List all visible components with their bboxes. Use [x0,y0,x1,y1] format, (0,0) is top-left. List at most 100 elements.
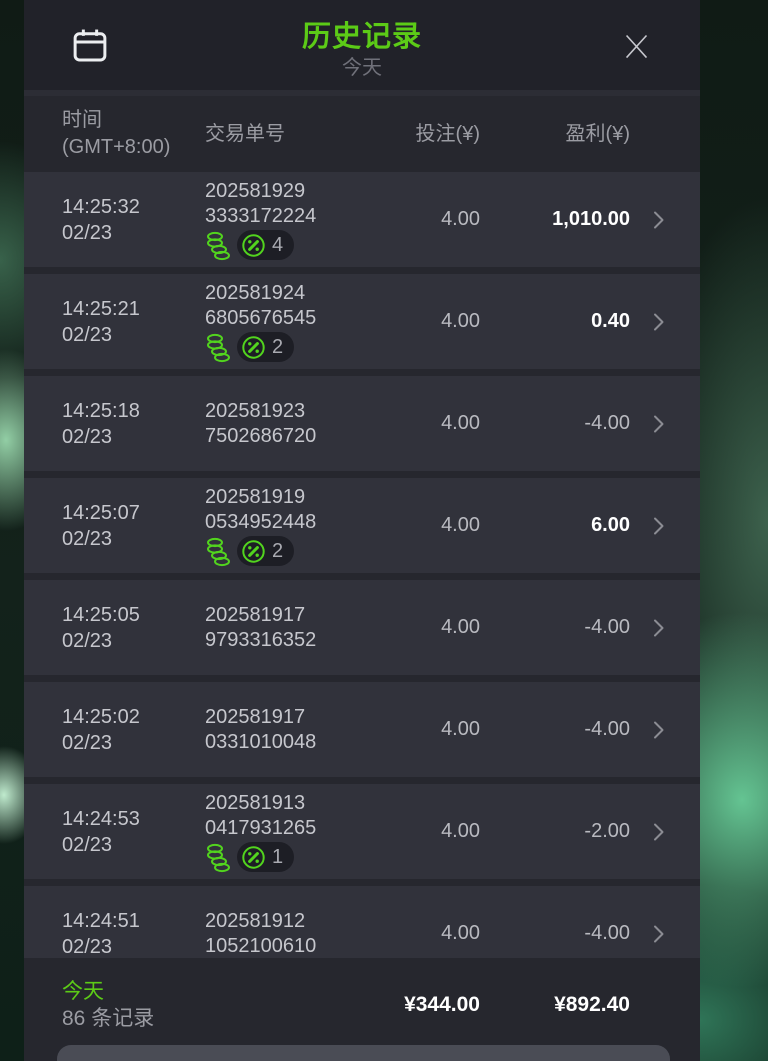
row-profit: 6.00 [591,514,630,536]
row-profit: 0.40 [591,310,630,332]
free-rounds-count: 1 [272,845,284,868]
chevron-right-icon [646,615,670,641]
row-date-value: 02/23 [62,731,113,754]
row-chevron[interactable] [630,615,670,641]
row-order-line1: 202581929 [205,179,306,202]
free-rounds-badge: 4 [237,230,295,260]
row-time: 14:24:51 02/23 [62,908,205,959]
free-rounds-badge: 2 [237,536,295,566]
row-bonus-icons: 2 [205,332,390,363]
row-time: 14:25:18 02/23 [62,398,205,450]
table-row[interactable]: 14:25:18 02/23 202581923 7502686720 [24,376,700,471]
row-bonus-icons: 2 [205,536,390,567]
table-row[interactable]: 14:24:53 02/23 202581913 0417931265 [24,784,700,879]
row-bet: 4.00 [441,412,480,434]
row-bet: 4.00 [441,514,480,536]
column-header-time: 时间 (GMT+8:00) [62,109,171,158]
table-header: 时间 (GMT+8:00) 交易单号 投注(¥) 盈利(¥) [24,96,700,172]
modal-header: 历史记录 今天 [24,0,700,90]
free-rounds-count: 2 [272,539,284,562]
row-date-value: 02/23 [62,527,113,550]
summary-footer: 今天 86 条记录 ¥344.00 ¥892.40 [24,958,700,1061]
row-time: 14:25:02 02/23 [62,704,205,756]
row-order: 202581913 0417931265 [205,791,390,873]
close-button[interactable] [614,24,658,68]
coins-icon [205,230,233,261]
table-row[interactable]: 14:25:07 02/23 202581919 0534952448 [24,478,700,573]
row-time: 14:25:07 02/23 [62,500,205,552]
row-profit: -4.00 [584,718,630,740]
column-header-order: 交易单号 [205,122,285,145]
page-title: 历史记录 [301,21,422,53]
row-profit: 1,010.00 [552,208,630,230]
chevron-right-icon [646,717,670,743]
row-date-value: 02/23 [62,629,113,652]
row-profit: -4.00 [584,412,630,434]
free-rounds-count: 2 [272,335,284,358]
calendar-icon [69,25,111,67]
row-order-line1: 202581917 [205,603,306,626]
close-icon [615,25,657,67]
chevron-right-icon [646,513,670,539]
row-order-line2: 0417931265 [205,816,317,839]
table-row[interactable]: 14:25:32 02/23 202581929 3333172224 [24,172,700,267]
row-time: 14:25:32 02/23 [62,194,205,246]
row-bet: 4.00 [441,208,480,230]
free-spin-icon [240,844,267,871]
row-order-line2: 6805676545 [205,306,317,329]
row-order-line2: 0534952448 [205,510,317,533]
chevron-right-icon [646,411,670,437]
chevron-right-icon [646,207,670,233]
row-chevron[interactable] [630,819,670,845]
row-order-line2: 1052100610 [205,934,317,957]
row-order-line1: 202581913 [205,791,306,814]
row-bonus-icons: 1 [205,842,390,873]
row-time: 14:25:05 02/23 [62,602,205,654]
calendar-button[interactable] [68,24,112,68]
row-chevron[interactable] [630,411,670,437]
row-order-line2: 7502686720 [205,424,317,447]
row-chevron[interactable] [630,717,670,743]
row-order-line2: 0331010048 [205,730,317,753]
row-chevron[interactable] [630,513,670,539]
summary-total-bet: ¥344.00 [404,992,480,1016]
table-row[interactable]: 14:25:05 02/23 202581917 9793316352 [24,580,700,675]
row-date-value: 02/23 [62,221,113,244]
row-order-line1: 202581917 [205,705,306,728]
row-bet: 4.00 [441,820,480,842]
summary-left: 今天 86 条记录 [62,978,390,1042]
row-time-value: 14:25:21 [62,297,140,320]
summary-total-profit: ¥892.40 [554,992,630,1016]
row-bet: 4.00 [441,310,480,332]
free-rounds-count: 4 [272,233,284,256]
coins-icon [205,536,233,567]
row-profit: -4.00 [584,922,630,944]
row-profit: -4.00 [584,616,630,638]
row-time: 14:24:53 02/23 [62,806,205,858]
row-order-line2: 9793316352 [205,628,317,651]
row-time-value: 14:25:32 [62,195,140,218]
row-order: 202581917 9793316352 [205,603,390,653]
row-order-line1: 202581924 [205,281,306,304]
row-date-value: 02/23 [62,935,113,958]
table-row[interactable]: 14:24:51 02/23 202581912 1052100610 [24,886,700,958]
date-range-label: 今天 [342,57,382,79]
free-spin-icon [240,334,267,361]
row-date-value: 02/23 [62,833,113,856]
chevron-right-icon [646,819,670,845]
row-chevron[interactable] [630,207,670,233]
free-spin-icon [240,232,267,259]
row-order-line1: 202581919 [205,485,306,508]
row-time-value: 14:24:53 [62,807,140,830]
row-order: 202581912 1052100610 [205,909,390,959]
coins-icon [205,332,233,363]
row-order-line1: 202581923 [205,399,306,422]
chevron-right-icon [646,309,670,335]
bottom-action-bar[interactable] [57,1045,670,1061]
free-rounds-badge: 2 [237,332,295,362]
row-chevron[interactable] [630,309,670,335]
free-spin-icon [240,538,267,565]
table-row[interactable]: 14:25:21 02/23 202581924 6805676545 [24,274,700,369]
row-chevron[interactable] [630,921,670,947]
table-row[interactable]: 14:25:02 02/23 202581917 0331010048 [24,682,700,777]
